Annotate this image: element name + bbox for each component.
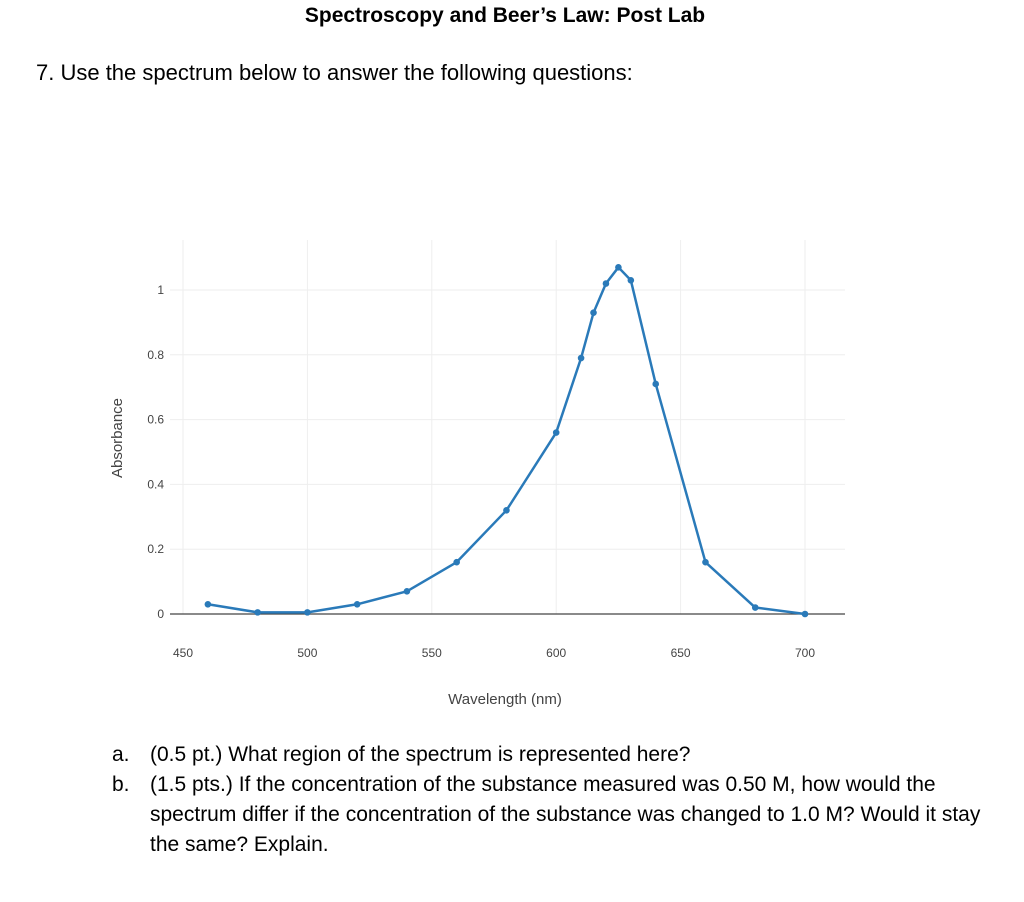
data-point	[652, 380, 660, 388]
y-tick-label: 0.4	[147, 477, 164, 491]
y-tick-label: 0.8	[147, 348, 164, 362]
spectrum-line	[207, 266, 806, 616]
y-tick-label: 0.2	[147, 542, 164, 556]
data-point	[602, 280, 610, 287]
y-axis-title: Absorbance	[109, 398, 126, 478]
subquestion-text: (0.5 pt.) What region of the spectrum is…	[150, 743, 691, 766]
subquestion-list: a. (0.5 pt.) What region of the spectrum…	[112, 740, 992, 860]
subquestion-a: a. (0.5 pt.) What region of the spectrum…	[112, 740, 992, 770]
data-point	[552, 429, 560, 436]
x-tick-label: 600	[546, 646, 566, 660]
question-prompt: 7. Use the spectrum below to answer the …	[36, 60, 633, 85]
y-tick-label: 1	[157, 283, 164, 297]
subquestion-letter: b.	[112, 773, 130, 796]
data-point	[627, 276, 635, 284]
y-tick-label: 0	[157, 607, 164, 621]
data-point	[304, 609, 311, 616]
data-point	[353, 600, 361, 608]
y-tick-label: 0.6	[147, 413, 164, 427]
data-point	[403, 588, 411, 595]
x-axis-title: Wavelength (nm)	[448, 691, 562, 708]
subquestion-b: b. (1.5 pts.) If the concentration of th…	[112, 770, 992, 860]
data-point	[453, 558, 460, 566]
data-point	[702, 558, 709, 566]
data-point	[751, 604, 759, 611]
x-tick-label: 450	[173, 646, 193, 660]
x-tick-label: 500	[297, 646, 317, 660]
data-point	[801, 610, 809, 618]
data-point	[590, 309, 597, 316]
x-tick-label: 550	[422, 646, 442, 660]
page-title: Spectroscopy and Beer’s Law: Post Lab	[304, 4, 706, 27]
subquestion-letter: a.	[112, 743, 130, 766]
data-point	[615, 264, 622, 271]
x-tick-label: 650	[671, 646, 691, 660]
x-tick-label: 700	[795, 646, 815, 660]
subquestion-text: (1.5 pts.) If the concentration of the s…	[150, 773, 981, 856]
data-point	[577, 354, 585, 362]
data-point	[254, 609, 261, 616]
data-point	[204, 600, 212, 608]
data-point	[503, 507, 510, 514]
